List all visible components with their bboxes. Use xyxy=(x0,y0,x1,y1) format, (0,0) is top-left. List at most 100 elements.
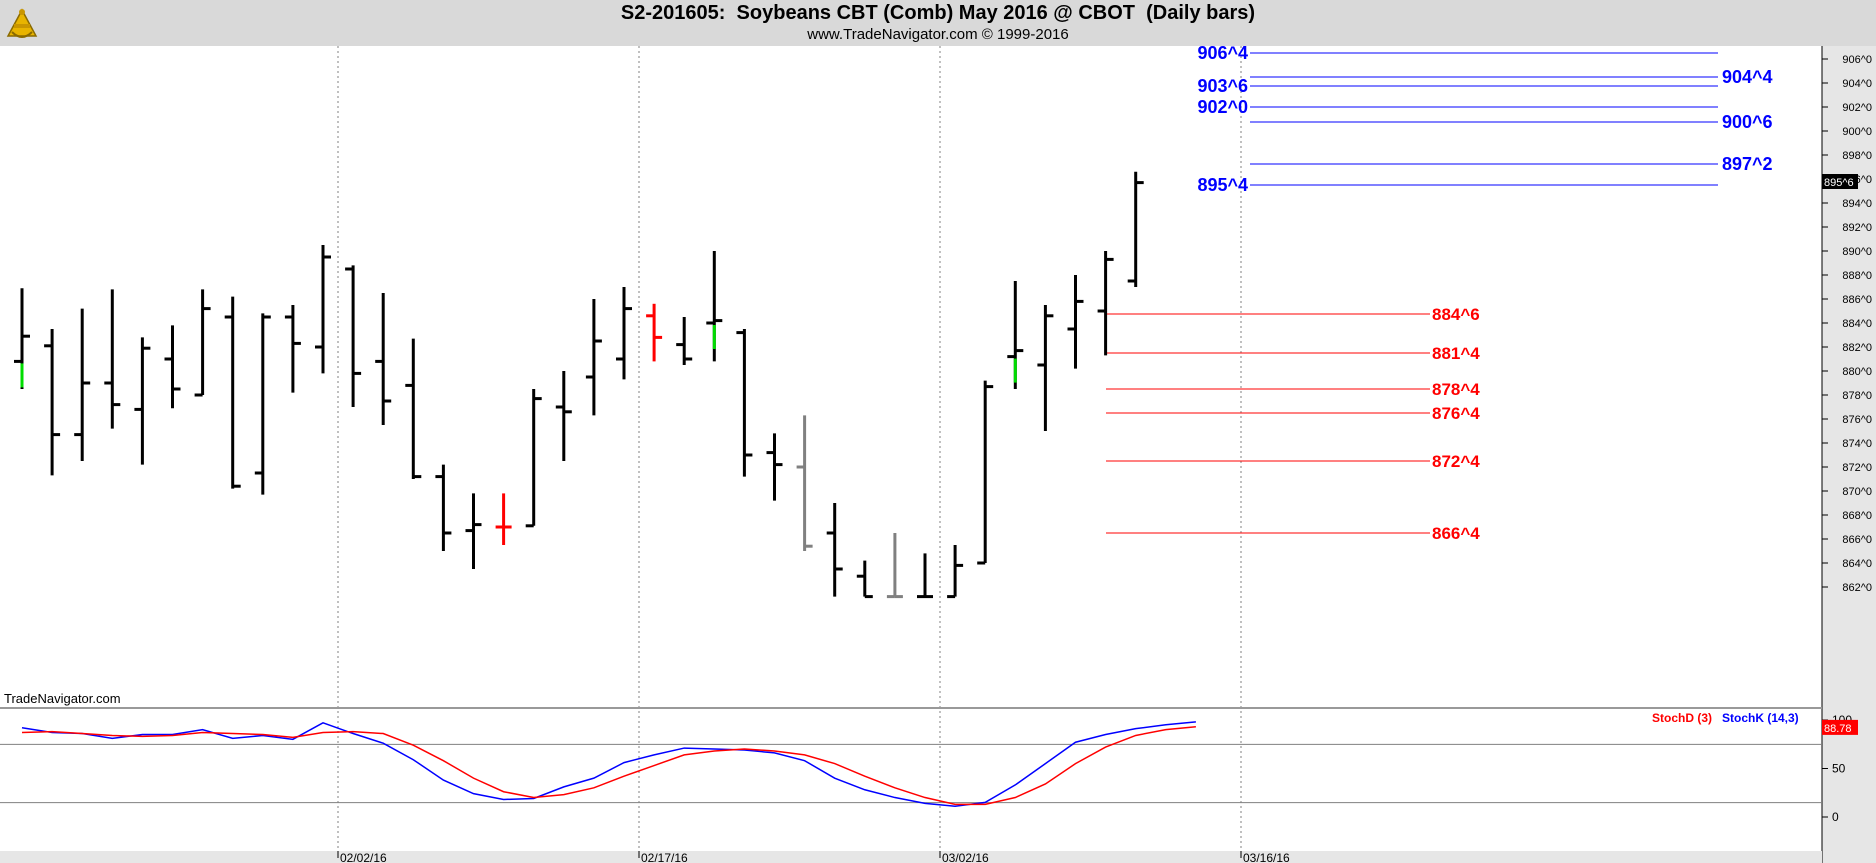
ohlc-bar xyxy=(555,371,572,461)
ohlc-bar xyxy=(44,329,61,476)
ohlc-bar xyxy=(525,389,542,528)
last-price-box xyxy=(1822,174,1858,189)
ohlc-bar xyxy=(104,289,121,429)
ohlc-bar xyxy=(74,308,91,461)
ohlc-bar xyxy=(134,337,151,465)
ohlc-bar xyxy=(224,296,241,489)
sextant-logo-icon xyxy=(6,8,38,38)
stoch-tick-label: 50 xyxy=(1832,762,1846,776)
price-tick-label: 902^0 xyxy=(1842,102,1872,114)
price-chart[interactable]: 906^4904^4903^6902^0900^6897^2895^4884^6… xyxy=(0,46,1876,863)
price-tick-label: 878^0 xyxy=(1842,390,1872,402)
date-tick-label: 02/17/16 xyxy=(641,851,688,863)
date-axis-background xyxy=(0,851,1822,863)
price-tick-label: 894^0 xyxy=(1842,198,1872,210)
price-tick-label: 866^0 xyxy=(1842,534,1872,546)
ohlc-bar xyxy=(315,245,331,374)
watermark: TradeNavigator.com xyxy=(4,691,121,706)
date-tick-label: 02/02/16 xyxy=(340,851,387,863)
price-tick-label: 876^0 xyxy=(1842,414,1872,426)
support-label: 878^4 xyxy=(1432,380,1480,399)
ohlc-bar xyxy=(254,313,271,495)
resistance-label: 904^4 xyxy=(1722,67,1773,87)
ohlc-bar xyxy=(585,299,602,416)
resistance-label: 900^6 xyxy=(1722,112,1773,132)
ohlc-bar xyxy=(856,560,873,599)
stoch-last-box xyxy=(1822,719,1858,735)
price-tick-label: 900^0 xyxy=(1842,126,1872,138)
ohlc-bar xyxy=(405,338,422,479)
ohlc-bar xyxy=(676,317,693,365)
ohlc-bar xyxy=(947,545,964,599)
price-tick-label: 864^0 xyxy=(1842,558,1872,570)
ohlc-bar xyxy=(14,288,30,389)
stoch-tick-label: 0 xyxy=(1832,810,1839,824)
price-tick-label: 872^0 xyxy=(1842,462,1872,474)
ohlc-bar xyxy=(1067,275,1084,369)
legend-stochd: StochD (3) xyxy=(1652,711,1712,725)
price-tick-label: 874^0 xyxy=(1842,438,1872,450)
support-label: 884^6 xyxy=(1432,305,1480,324)
price-tick-label: 862^0 xyxy=(1842,582,1872,594)
price-tick-label: 882^0 xyxy=(1842,342,1872,354)
price-tick-label: 870^0 xyxy=(1842,486,1872,498)
support-label: 872^4 xyxy=(1432,452,1480,471)
date-axis: 02/02/16 02/17/16 03/02/16 03/16/16 xyxy=(0,851,1822,863)
resistance-label: 897^2 xyxy=(1722,154,1773,174)
ohlc-bar xyxy=(345,265,362,407)
resistance-label: 895^4 xyxy=(1197,175,1248,195)
resistance-label: 906^4 xyxy=(1197,46,1248,63)
ohlc-bar xyxy=(1097,251,1114,356)
legend-stochk: StochK (14,3) xyxy=(1722,711,1799,725)
date-tick-label: 03/02/16 xyxy=(942,851,989,863)
stoch-series-line xyxy=(21,725,1196,806)
price-tick-label: 884^0 xyxy=(1842,318,1872,330)
ohlc-bar xyxy=(465,493,482,569)
resistance-label: 903^6 xyxy=(1197,76,1248,96)
ohlc-bar xyxy=(1127,171,1144,287)
ohlc-bar xyxy=(796,415,813,551)
ohlc-bar xyxy=(736,329,753,477)
ohlc-bar xyxy=(706,251,723,362)
price-tick-label: 880^0 xyxy=(1842,366,1872,378)
ohlc-bar xyxy=(164,325,181,409)
price-tick-label: 906^0 xyxy=(1842,54,1872,66)
stoch-last-label: 88.78 xyxy=(1824,723,1852,735)
plot-background xyxy=(0,46,1822,863)
ohlc-bar xyxy=(1007,281,1024,389)
date-tick-label: 03/16/16 xyxy=(1243,851,1290,863)
ohlc-bar xyxy=(977,380,994,565)
support-label: 866^4 xyxy=(1432,524,1480,543)
price-tick-label: 890^0 xyxy=(1842,246,1872,258)
ohlc-bar xyxy=(826,503,843,597)
price-tick-label: 892^0 xyxy=(1842,222,1872,234)
price-axis-background xyxy=(1822,46,1876,863)
chart-subtitle: www.TradeNavigator.com © 1999-2016 xyxy=(807,26,1069,43)
ohlc-bar xyxy=(886,533,903,599)
ohlc-bar xyxy=(616,287,632,380)
ohlc-bar xyxy=(646,303,663,362)
price-bars xyxy=(14,171,1144,599)
support-label: 881^4 xyxy=(1432,344,1480,363)
ohlc-bar xyxy=(917,553,933,599)
price-tick-label: 886^0 xyxy=(1842,294,1872,306)
ohlc-bar xyxy=(194,289,211,397)
ohlc-bar xyxy=(435,464,452,551)
price-tick-label: 898^0 xyxy=(1842,150,1872,162)
ohlc-bar xyxy=(1037,305,1054,431)
price-axis-ticks: 906^0904^0902^0900^0898^0896^0894^0892^0… xyxy=(1822,54,1872,594)
stoch-series-line xyxy=(21,721,1196,808)
ohlc-bar xyxy=(495,493,512,545)
resistance-label: 902^0 xyxy=(1197,97,1248,117)
ohlc-bar xyxy=(284,305,301,393)
support-label: 876^4 xyxy=(1432,404,1480,423)
last-price-label: 895^6 xyxy=(1824,177,1854,189)
chart-header: S2-201605: Soybeans CBT (Comb) May 2016 … xyxy=(0,0,1876,46)
stochastic-panel: StochD (3)StochK (14,3)10050088.78 xyxy=(0,711,1858,824)
price-tick-label: 904^0 xyxy=(1842,78,1872,90)
price-tick-label: 888^0 xyxy=(1842,270,1872,282)
ohlc-bar xyxy=(375,293,392,425)
chart-title: S2-201605: Soybeans CBT (Comb) May 2016 … xyxy=(620,2,1256,24)
ohlc-bar xyxy=(766,433,783,501)
